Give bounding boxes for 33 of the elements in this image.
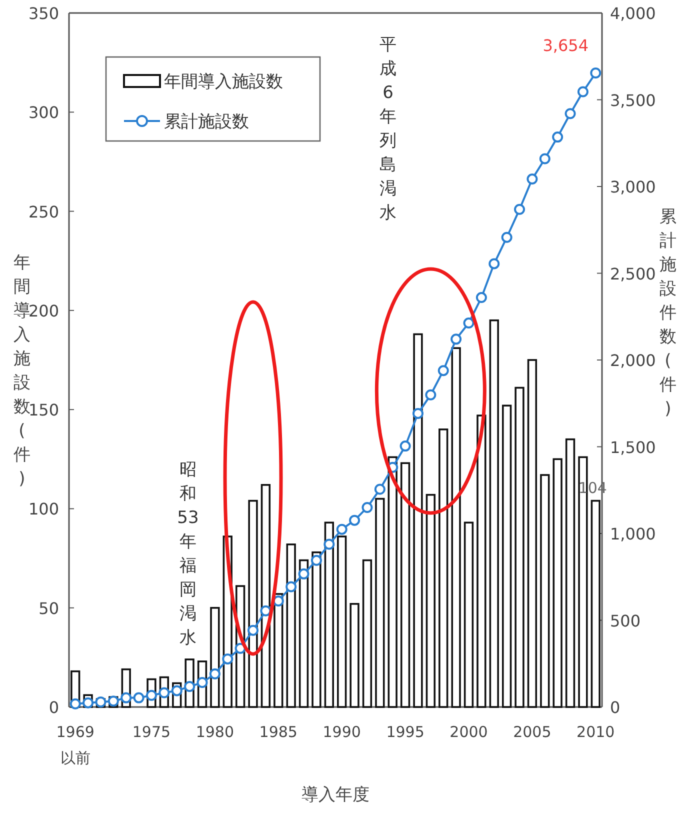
x-tick-label: 2010 bbox=[576, 723, 615, 741]
y-tick-label: 50 bbox=[38, 598, 59, 618]
annotation: 昭和53年福岡渇水 bbox=[177, 460, 199, 648]
y2-tick-label: 1,500 bbox=[610, 438, 656, 457]
x-tick-label: 1985 bbox=[259, 723, 298, 741]
x-tick-label: 2005 bbox=[513, 723, 552, 741]
legend-label: 年間導入施設数 bbox=[164, 72, 283, 92]
y-tick-label: 0 bbox=[48, 698, 59, 717]
y-tick-label: 350 bbox=[28, 4, 59, 23]
y-tick-label: 250 bbox=[28, 202, 59, 222]
y-tick-label: 300 bbox=[28, 103, 59, 122]
legend-label: 累計施設数 bbox=[164, 112, 249, 132]
x-tick-label: 1995 bbox=[386, 723, 424, 741]
y2-tick-label: 500 bbox=[610, 611, 641, 630]
text: 累計施設件数(件) bbox=[660, 207, 676, 419]
y-tick-label: 200 bbox=[28, 301, 59, 320]
y2-tick-label: 3,500 bbox=[610, 90, 656, 110]
x-tick-label: 1990 bbox=[322, 723, 361, 741]
y2-tick-label: 2,000 bbox=[610, 351, 656, 370]
y2-tick-label: 4,000 bbox=[610, 4, 656, 23]
y2-tick-label: 2,500 bbox=[610, 264, 656, 284]
y2-tick-label: 1,000 bbox=[610, 524, 656, 544]
annotation: 平成6年列島渇水 bbox=[380, 35, 396, 223]
y2-tick-label: 3,000 bbox=[610, 178, 656, 196]
x-tick-label: 2000 bbox=[450, 723, 488, 741]
x-tick-label: 1975 bbox=[132, 723, 171, 741]
text: 年間導入施設数(件) bbox=[14, 253, 30, 489]
x-axis-title: 導入年度 bbox=[302, 785, 370, 805]
data-label: 3,654 bbox=[542, 36, 589, 56]
y-tick-label: 100 bbox=[28, 500, 59, 519]
x-tick-label: 1969以前 bbox=[56, 723, 94, 767]
x-tick-label: 1980 bbox=[196, 723, 234, 741]
y2-tick-label: 0 bbox=[610, 698, 620, 717]
